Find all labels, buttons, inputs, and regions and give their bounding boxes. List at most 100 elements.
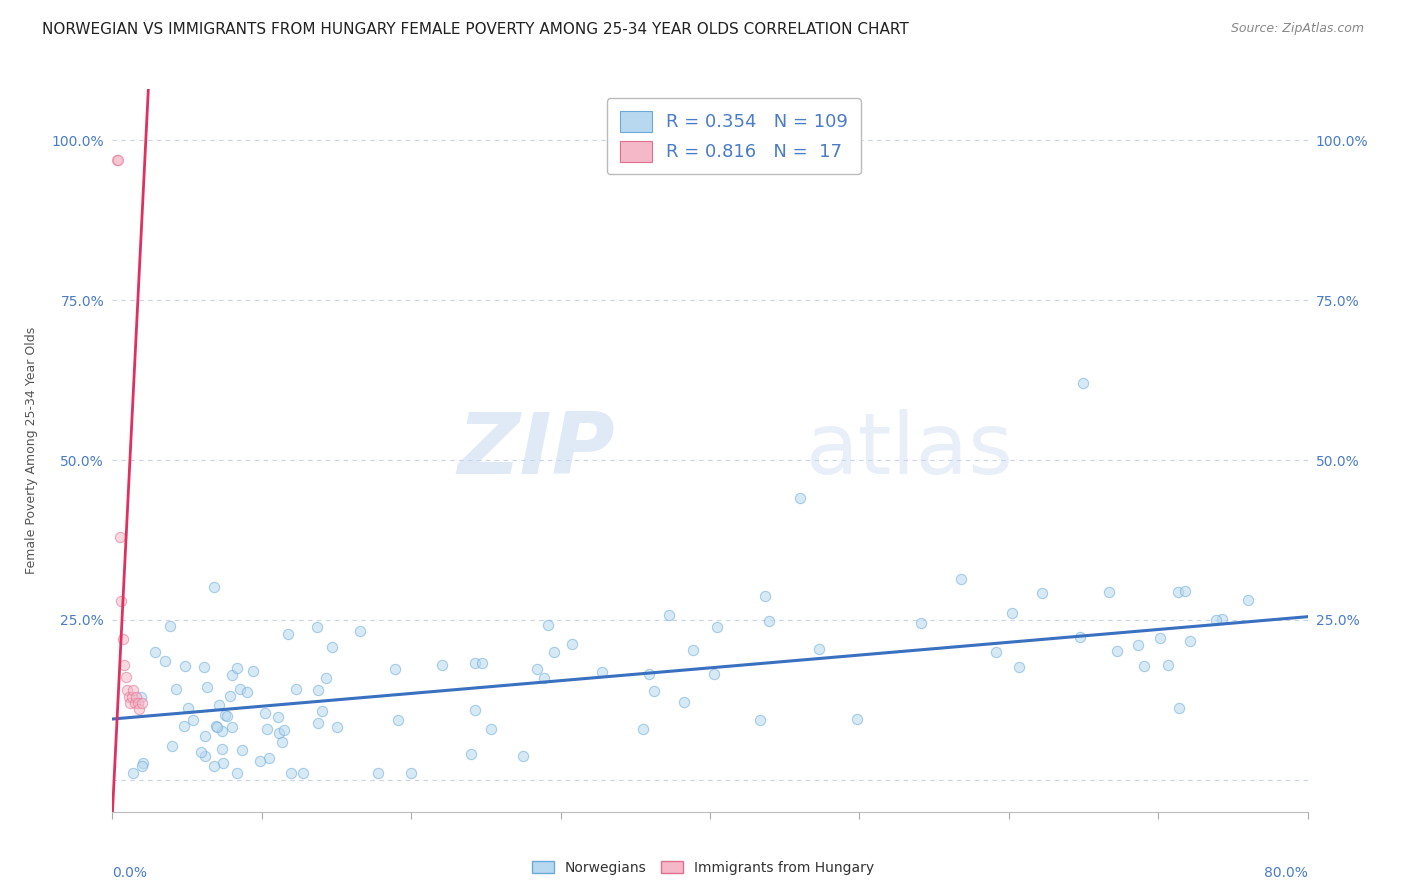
Point [1174,583,1197,598]
Point [273,723,295,737]
Point [591,665,613,679]
Point [195,680,218,694]
Point [271,735,294,749]
Point [214,708,236,723]
Point [672,695,695,709]
Text: 0.0%: 0.0% [112,866,148,880]
Point [284,682,307,697]
Point [115,670,138,684]
Point [219,689,242,703]
Point [211,742,233,756]
Point [749,713,772,727]
Point [326,720,349,734]
Point [658,608,681,623]
Point [132,756,155,770]
Point [430,657,453,672]
Point [321,640,343,655]
Point [471,656,494,670]
Point [537,617,560,632]
Text: Source: ZipAtlas.com: Source: ZipAtlas.com [1230,22,1364,36]
Point [631,722,654,736]
Point [1001,606,1024,620]
Point [349,624,371,638]
Point [305,620,328,634]
Point [121,766,143,780]
Point [205,720,228,734]
Point [259,751,281,765]
Point [464,656,486,670]
Point [110,593,132,607]
Point [387,713,409,727]
Point [225,766,247,780]
Point [1132,659,1154,673]
Point [256,723,278,737]
Point [125,690,148,704]
Point [165,682,187,697]
Point [910,616,932,631]
Point [311,705,333,719]
Point [176,701,198,715]
Point [1008,660,1031,674]
Point [131,759,153,773]
Point [221,668,243,682]
Point [1205,613,1227,627]
Point [464,703,486,717]
Point [225,660,247,674]
Point [127,696,149,710]
Point [277,626,299,640]
Point [291,766,314,780]
Point [174,658,197,673]
Point [249,754,271,768]
Point [208,698,231,712]
Point [212,756,235,771]
Text: 80.0%: 80.0% [1264,866,1308,880]
Point [190,745,212,759]
Point [367,765,389,780]
Point [124,696,146,710]
Point [846,712,869,726]
Point [1098,585,1121,599]
Text: atlas: atlas [806,409,1014,492]
Point [108,530,131,544]
Point [120,696,142,710]
Point [242,664,264,678]
Point [181,713,204,727]
Point [399,766,422,780]
Point [118,690,141,704]
Point [111,632,134,646]
Point [131,696,153,710]
Text: NORWEGIAN VS IMMIGRANTS FROM HUNGARY FEMALE POVERTY AMONG 25-34 YEAR OLDS CORREL: NORWEGIAN VS IMMIGRANTS FROM HUNGARY FEM… [42,22,908,37]
Point [117,683,139,698]
Point [1149,631,1171,645]
Point [194,729,217,743]
Point [1107,644,1129,658]
Point [193,660,215,674]
Point [758,615,780,629]
Point [307,716,329,731]
Point [1168,701,1191,715]
Point [267,726,290,740]
Point [561,637,583,651]
Point [253,706,276,720]
Point [143,645,166,659]
Point [1166,585,1188,599]
Point [1031,586,1053,600]
Point [194,749,217,764]
Point [479,722,502,736]
Point [307,683,329,698]
Point [1073,376,1095,391]
Point [267,710,290,724]
Text: ZIP: ZIP [457,409,614,492]
Point [1178,633,1201,648]
Y-axis label: Female Poverty Among 25-34 Year Olds: Female Poverty Among 25-34 Year Olds [25,326,38,574]
Point [512,748,534,763]
Point [221,720,243,734]
Point [807,642,830,657]
Legend: Norwegians, Immigrants from Hungary: Norwegians, Immigrants from Hungary [526,855,880,880]
Point [204,718,226,732]
Point [1211,612,1233,626]
Point [1157,658,1180,673]
Point [949,572,972,586]
Point [682,643,704,657]
Point [460,747,482,761]
